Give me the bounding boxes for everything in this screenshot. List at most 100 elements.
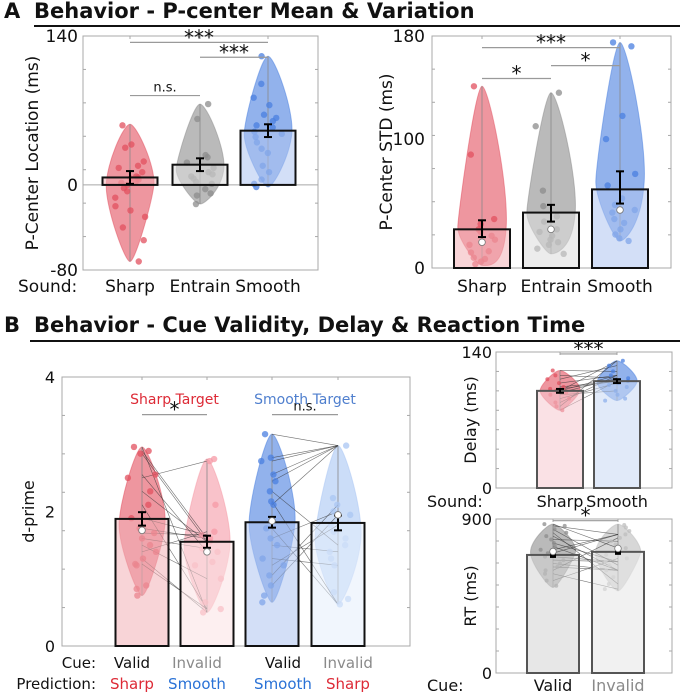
significance-label: * — [581, 504, 591, 528]
data-point — [119, 224, 127, 231]
x-tick-label: Valid — [534, 676, 573, 695]
data-point — [270, 471, 277, 478]
data-point — [204, 154, 211, 161]
data-point — [334, 501, 341, 508]
bar — [536, 389, 584, 490]
x-tick-label-cue: Invalid — [172, 654, 222, 672]
data-point — [112, 202, 119, 210]
data-point — [269, 124, 276, 131]
data-point — [135, 258, 142, 265]
significance-label: *** — [219, 40, 249, 64]
median-marker — [268, 517, 276, 525]
y-axis-label: RT (ms) — [461, 565, 480, 626]
x-tick-label: Sharp — [457, 277, 507, 297]
data-point — [611, 369, 616, 374]
significance-label: *** — [574, 337, 604, 361]
data-point — [552, 527, 557, 532]
y-tick-label: 900 — [461, 510, 492, 529]
x-tick-label-prediction: Sharp — [326, 675, 370, 693]
data-point — [141, 213, 149, 221]
data-point — [604, 182, 611, 189]
data-point — [202, 185, 209, 193]
data-point — [253, 122, 260, 129]
chart-rt: 900 0 RT (ms) * Cue: Valid Invalid — [427, 504, 673, 695]
pair-line — [552, 534, 619, 554]
x-tick-label: Smooth — [586, 492, 648, 511]
pair-line — [271, 445, 339, 475]
bar — [114, 517, 170, 648]
bar — [179, 540, 235, 648]
x-tick-label-cue: Invalid — [323, 654, 373, 672]
median-marker — [549, 547, 557, 556]
x-tick-label: Invalid — [591, 676, 644, 695]
data-point — [128, 141, 135, 148]
data-point — [139, 168, 146, 176]
y-tick-label: 0 — [45, 637, 55, 656]
data-point — [140, 158, 147, 165]
data-point — [115, 164, 122, 172]
pair-line — [552, 523, 619, 549]
data-point — [539, 187, 547, 194]
data-point — [631, 170, 639, 178]
data-point — [628, 43, 635, 50]
data-point — [258, 80, 265, 88]
y-tick-label: 140 — [46, 27, 78, 47]
y-tick-label: 0 — [482, 664, 492, 683]
pair-line — [552, 534, 619, 551]
median-marker — [616, 206, 624, 214]
pair-line — [141, 474, 208, 553]
significance-label: * — [170, 398, 180, 422]
axes-box — [495, 518, 673, 674]
x-tick-label: Smooth — [235, 277, 301, 297]
section-a-rule — [34, 25, 680, 27]
data-point — [550, 368, 555, 373]
data-point — [542, 522, 547, 527]
y-axis-label: P-Center Location (ms) — [23, 56, 43, 251]
data-point — [538, 547, 543, 552]
row-label: Cue: — [427, 676, 464, 695]
pair-line — [141, 491, 208, 542]
data-point — [552, 544, 557, 549]
data-point — [602, 135, 610, 143]
section-b-rule — [30, 340, 680, 342]
data-point — [152, 471, 159, 478]
data-point — [260, 111, 268, 118]
x-tick-label: Entrain — [520, 277, 581, 297]
pair-line — [559, 375, 618, 384]
data-point — [258, 53, 265, 60]
data-point — [119, 122, 126, 129]
data-point — [266, 488, 274, 495]
data-point — [532, 123, 539, 130]
data-point — [564, 530, 569, 535]
pair-line — [559, 365, 618, 380]
bar — [526, 553, 580, 675]
data-point — [562, 523, 567, 528]
data-point — [329, 494, 337, 502]
data-point — [607, 363, 612, 368]
data-point — [623, 525, 628, 530]
y-tick-label: 180 — [393, 27, 425, 47]
data-point — [124, 188, 131, 195]
group-label: Sharp Target — [130, 392, 219, 408]
data-point — [122, 144, 129, 151]
row-label: Sound: — [427, 492, 483, 511]
data-point — [145, 447, 152, 455]
data-point — [270, 501, 277, 508]
data-point — [145, 501, 152, 508]
data-point — [342, 442, 350, 449]
y-tick-label: -80 — [50, 261, 78, 281]
data-point — [553, 373, 558, 378]
x-tick-label: Sharp — [537, 492, 584, 511]
data-point — [544, 534, 549, 539]
significance-label: * — [581, 49, 591, 73]
data-point — [557, 381, 562, 386]
data-point — [623, 532, 628, 537]
data-point — [134, 162, 142, 169]
pair-line — [559, 370, 618, 372]
x-tick-label-cue: Valid — [265, 654, 301, 672]
y-axis-label: d-prime — [19, 480, 38, 543]
significance-label: *** — [536, 31, 566, 55]
x-tick-label-prediction: Sharp — [110, 675, 154, 693]
